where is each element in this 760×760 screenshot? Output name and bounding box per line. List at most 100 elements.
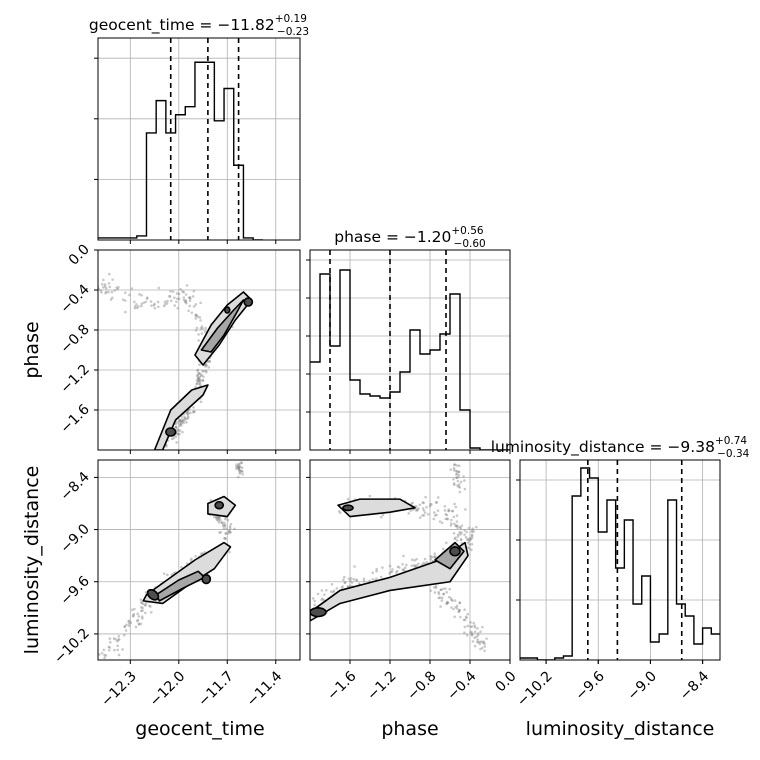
scatter-point	[335, 586, 339, 590]
scatter-point	[238, 465, 242, 469]
scatter-point	[112, 637, 116, 640]
scatter-point	[168, 294, 171, 298]
scatter-point	[479, 630, 482, 634]
scatter-point	[346, 585, 350, 588]
scatter-point	[476, 627, 479, 630]
scatter-point	[472, 530, 476, 533]
scatter-point	[453, 502, 456, 506]
scatter-point	[152, 303, 156, 307]
scatter-point	[141, 609, 144, 612]
scatter-point	[137, 615, 141, 618]
scatter-point	[185, 562, 189, 565]
scatter-point	[466, 624, 470, 628]
scatter-point	[458, 601, 461, 604]
scatter-point	[186, 412, 190, 415]
scatter-point	[428, 504, 432, 508]
scatter-point	[450, 518, 453, 522]
scatter-point	[381, 566, 384, 569]
scatter-point	[445, 590, 449, 594]
x-tick-label: −12.0	[147, 668, 189, 710]
scatter-point	[223, 536, 227, 540]
scatter-point	[375, 577, 378, 581]
scatter-point	[466, 546, 470, 549]
scatter-point	[398, 566, 401, 569]
scatter-point	[472, 621, 475, 625]
scatter-point	[139, 606, 143, 609]
scatter-point	[447, 509, 450, 513]
scatter-point	[444, 512, 447, 516]
scatter-point	[146, 296, 149, 300]
scatter-point	[313, 599, 316, 603]
scatter-point	[459, 526, 463, 530]
scatter-point	[182, 421, 185, 425]
scatter-point	[224, 532, 228, 536]
scatter-point	[179, 287, 182, 291]
scatter-point	[237, 467, 241, 470]
h2-title: phase = −1.20+0.56 −0.60	[334, 225, 486, 250]
scatter-point	[185, 421, 188, 424]
scatter-point	[195, 379, 199, 382]
h1-bars	[98, 38, 263, 240]
scatter-point	[95, 659, 98, 662]
scatter-point	[478, 640, 482, 644]
scatter-point	[108, 641, 112, 644]
scatter-point	[455, 539, 459, 542]
scatter-point	[352, 578, 356, 581]
scatter-point	[469, 537, 473, 541]
scatter-point	[235, 463, 238, 467]
scatter-point	[325, 589, 328, 592]
scatter-point	[168, 295, 172, 298]
scatter-point	[453, 483, 456, 487]
scatter-point	[208, 359, 211, 363]
scatter-point	[137, 622, 140, 625]
h1-title: geocent_time = −11.82+0.19 −0.23	[89, 13, 309, 38]
scatter-point	[196, 373, 199, 377]
scatter-point	[446, 601, 449, 605]
scatter-point	[141, 617, 144, 620]
scatter-point	[455, 476, 458, 479]
scatter-point	[188, 295, 192, 299]
scatter-point	[240, 470, 244, 473]
scatter-point	[347, 577, 351, 581]
scatter-point	[450, 509, 454, 513]
x-tick-label: −1.2	[364, 668, 399, 703]
scatter-point	[136, 305, 140, 308]
scatter-point	[389, 570, 393, 574]
scatter-point	[131, 614, 135, 617]
scatter-point	[455, 464, 459, 467]
scatter-point	[411, 501, 414, 505]
scatter-point	[452, 482, 456, 485]
scatter-point	[473, 644, 477, 648]
scatter-point	[194, 385, 197, 389]
scatter-point	[481, 646, 484, 650]
scatter-point	[140, 293, 143, 297]
scatter-point	[184, 300, 188, 303]
scatter-point	[450, 606, 453, 609]
scatter-point	[468, 543, 471, 546]
scatter-point	[439, 605, 442, 608]
scatter-point	[469, 625, 472, 629]
scatter-point	[178, 419, 181, 422]
scatter-point	[176, 297, 179, 301]
scatter-point	[440, 596, 444, 600]
scatter-point	[202, 369, 205, 373]
scatter-point	[463, 625, 467, 629]
scatter-point	[189, 297, 192, 300]
y-tick-label: −0.4	[57, 281, 92, 316]
scatter-point	[201, 327, 204, 330]
scatter-point	[320, 598, 323, 602]
scatter-point	[148, 604, 151, 608]
scatter-point	[140, 601, 144, 605]
scatter-point	[124, 299, 127, 302]
scatter-point	[436, 496, 440, 499]
scatter-point	[483, 645, 487, 648]
scatter-point	[395, 569, 399, 573]
scatter-point	[197, 371, 200, 375]
scatter-point	[240, 466, 244, 469]
scatter-point	[197, 339, 200, 342]
scatter-point	[134, 625, 138, 629]
scatter-point	[194, 317, 198, 320]
scatter-point	[204, 363, 208, 367]
scatter-point	[122, 633, 126, 637]
scatter-point	[464, 535, 468, 539]
